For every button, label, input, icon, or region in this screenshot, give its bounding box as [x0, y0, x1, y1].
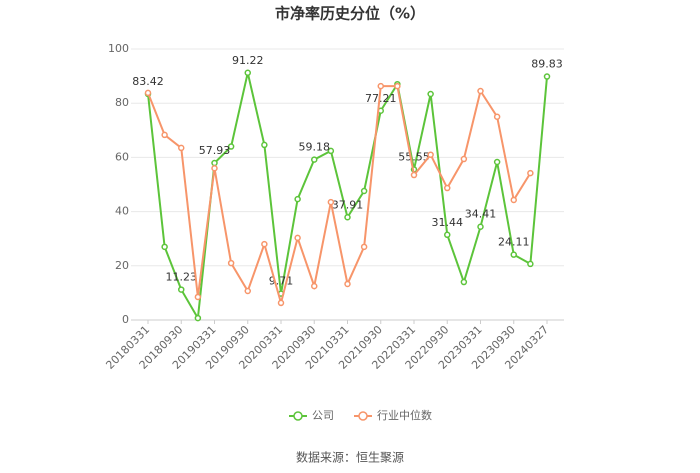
point	[227, 143, 235, 150]
point	[477, 87, 484, 95]
value-label: 57.93	[199, 144, 231, 157]
point	[360, 187, 368, 195]
y-tick-label: 100	[108, 42, 129, 55]
point	[510, 196, 517, 204]
point	[261, 141, 268, 149]
point	[194, 293, 202, 301]
point	[427, 90, 434, 98]
point	[277, 299, 285, 307]
point	[394, 82, 401, 90]
point	[178, 286, 185, 293]
chart-title: 市净率历史分位（%）	[275, 5, 425, 23]
point	[543, 73, 551, 80]
y-tick-label: 0	[122, 313, 129, 326]
value-label: 34.41	[465, 208, 497, 221]
legend-label: 公司	[312, 409, 334, 422]
point	[493, 113, 501, 120]
value-label: 24.11	[498, 236, 530, 249]
legend-marker	[293, 411, 303, 421]
point	[477, 223, 484, 230]
point	[178, 144, 185, 152]
point	[444, 184, 451, 192]
point	[194, 314, 202, 322]
point	[144, 89, 152, 97]
point	[327, 147, 335, 155]
point	[460, 155, 468, 163]
point	[244, 69, 251, 77]
point	[161, 131, 168, 139]
point	[360, 243, 368, 251]
y-tick-label: 40	[115, 205, 129, 218]
point	[527, 260, 534, 268]
point	[244, 287, 251, 295]
value-label: 9.71	[269, 275, 294, 288]
point	[311, 156, 318, 163]
point	[510, 251, 517, 258]
point	[211, 159, 218, 167]
legend-label: 行业中位数	[377, 408, 432, 422]
point	[294, 195, 301, 203]
value-label: 31.44	[432, 216, 464, 229]
point	[344, 214, 351, 221]
point	[261, 240, 268, 248]
point	[211, 164, 218, 172]
y-tick-label: 20	[115, 259, 129, 272]
value-label: 83.42	[132, 75, 164, 88]
point	[377, 82, 384, 90]
y-tick-label: 80	[115, 96, 129, 109]
series-line	[147, 85, 532, 307]
point	[327, 198, 335, 206]
point	[161, 243, 168, 251]
point	[311, 282, 318, 290]
point	[294, 234, 301, 242]
value-label: 77.21	[365, 92, 397, 105]
point	[444, 231, 451, 239]
point	[460, 278, 468, 286]
point	[344, 280, 351, 288]
point	[227, 259, 235, 267]
point	[410, 171, 418, 179]
value-label: 11.23	[166, 271, 198, 284]
point	[527, 169, 534, 177]
value-label: 89.83	[531, 58, 563, 71]
legend-marker	[358, 411, 368, 421]
value-label: 55.55	[398, 150, 430, 163]
y-tick-label: 60	[115, 150, 129, 163]
value-label: 59.18	[299, 141, 331, 154]
point	[427, 151, 434, 158]
value-label: 37.91	[332, 198, 364, 211]
source: 数据来源：恒生聚源	[296, 450, 404, 465]
point	[493, 158, 501, 166]
value-label: 91.22	[232, 54, 264, 67]
